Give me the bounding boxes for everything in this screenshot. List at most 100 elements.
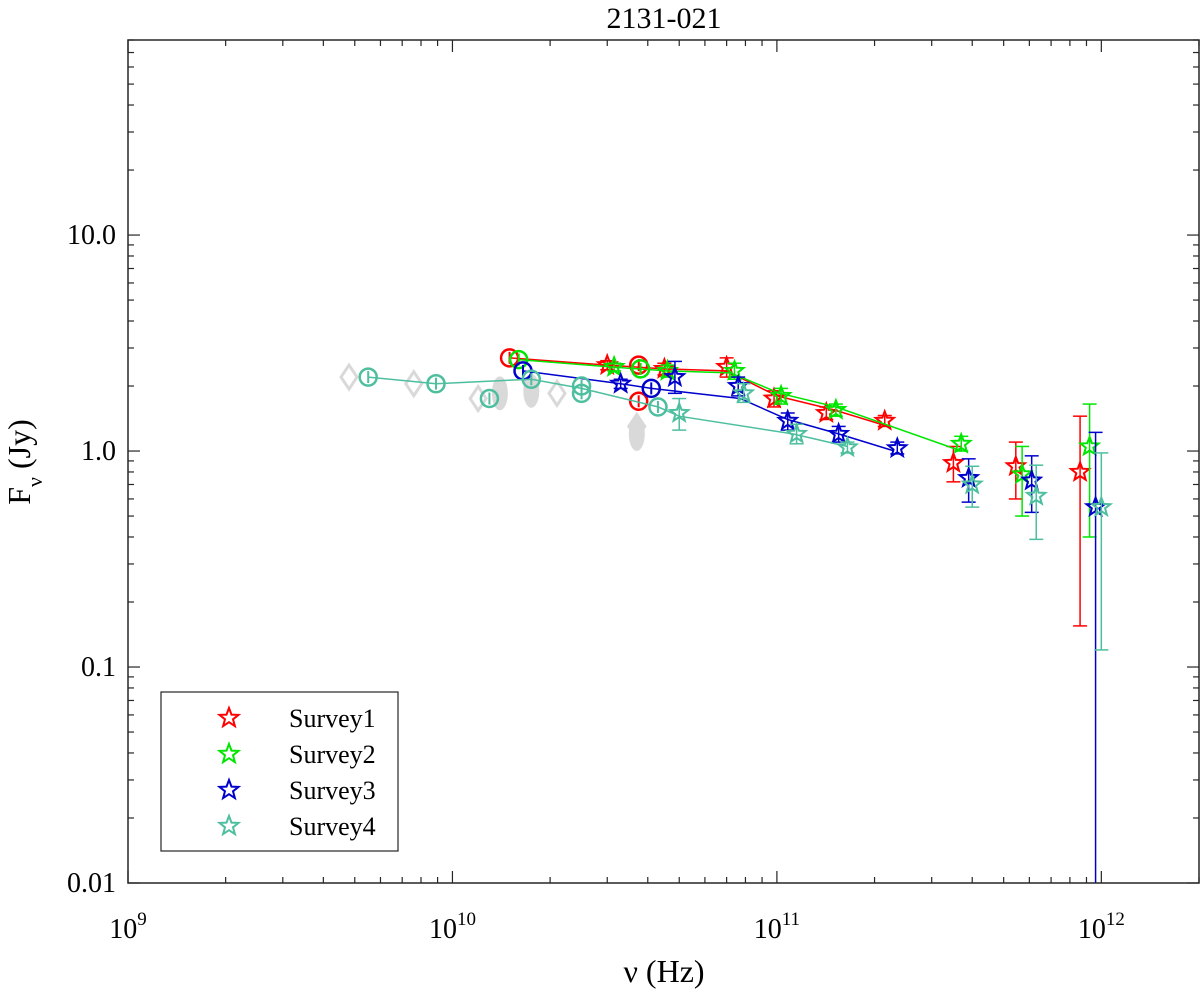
star-marker xyxy=(784,421,809,444)
x-tick-exponent: 12 xyxy=(1106,909,1125,930)
circle-point xyxy=(571,383,592,404)
star-point xyxy=(608,371,633,394)
circle-marker xyxy=(358,367,378,387)
star-point xyxy=(776,408,800,431)
star-point xyxy=(885,435,909,459)
y-tick-label: 0.01 xyxy=(67,868,116,899)
star-marker xyxy=(769,383,793,406)
y-axis-label: Fν (Jy) xyxy=(1,419,47,505)
x-tick-base: 10 xyxy=(109,914,137,945)
circle-point xyxy=(648,397,668,417)
star-marker xyxy=(826,421,851,444)
x-tick-exponent: 11 xyxy=(782,909,800,930)
legend-star-icon xyxy=(216,741,242,765)
circle-marker xyxy=(641,378,662,399)
legend-item-survey3: Survey3 xyxy=(216,776,376,805)
x-axis-label: ν (Hz) xyxy=(623,953,704,989)
star-marker xyxy=(667,400,692,424)
series-survey2 xyxy=(508,349,1102,538)
x-tick-label: 109 xyxy=(109,909,147,945)
y-tick-label: 0.1 xyxy=(81,652,116,683)
circle-point xyxy=(641,378,662,399)
series-line xyxy=(368,376,848,448)
y-tick-label: 10.0 xyxy=(67,220,116,251)
star-marker xyxy=(949,431,974,454)
x-tick-base: 10 xyxy=(1078,914,1106,945)
background-diamond xyxy=(339,362,359,392)
star-point xyxy=(731,380,756,404)
legend: Survey1 Survey2 Survey3 Survey4 xyxy=(160,691,399,852)
background-blob xyxy=(523,373,540,408)
y-axis-label-unit: (Jy) xyxy=(1,419,37,477)
star-marker xyxy=(824,397,848,420)
x-tick-exponent: 9 xyxy=(137,909,147,930)
legend-label: Survey1 xyxy=(289,704,376,733)
star-marker xyxy=(731,380,756,404)
star-point xyxy=(826,421,851,444)
circle-marker xyxy=(628,391,649,412)
star-point xyxy=(1024,464,1049,541)
background-diamond xyxy=(626,411,647,442)
circle-point xyxy=(358,367,378,387)
x-tick-label: 1010 xyxy=(429,909,476,945)
y-axis-label-sub: ν xyxy=(22,477,47,487)
star-marker xyxy=(885,435,909,459)
star-marker xyxy=(1019,468,1044,491)
legend-box xyxy=(160,691,399,852)
circle-point xyxy=(479,388,500,409)
background-diamond xyxy=(403,368,424,399)
star-point xyxy=(663,360,687,395)
star-point xyxy=(1089,452,1114,651)
series-line xyxy=(518,358,962,452)
legend-label: Survey2 xyxy=(289,740,376,769)
star-marker xyxy=(1024,483,1049,506)
legend-item-survey4: Survey4 xyxy=(216,812,376,841)
star-marker xyxy=(776,408,800,431)
y-tick-label: 1.0 xyxy=(81,436,116,467)
star-point xyxy=(835,435,860,458)
legend-star-icon xyxy=(216,777,242,801)
star-marker xyxy=(1089,494,1114,518)
x-tick-base: 10 xyxy=(429,914,457,945)
circle-marker xyxy=(630,359,651,379)
x-tick-label: 1012 xyxy=(1078,909,1125,945)
star-marker xyxy=(1077,434,1102,457)
legend-star-icon xyxy=(216,705,242,729)
legend-star-icon xyxy=(216,813,242,837)
legend-item-survey1: Survey1 xyxy=(216,704,376,733)
background-points xyxy=(339,362,647,451)
circle-point xyxy=(630,359,651,379)
chart-title: 2131-021 xyxy=(607,2,722,35)
series-survey4 xyxy=(358,367,1114,651)
x-tick-exponent: 10 xyxy=(457,909,476,930)
star-marker xyxy=(663,364,687,388)
x-tick-base: 10 xyxy=(754,914,782,945)
star-marker xyxy=(602,354,626,378)
circle-marker xyxy=(648,397,668,417)
star-point xyxy=(602,354,626,378)
legend-item-survey2: Survey2 xyxy=(216,740,376,769)
circle-point xyxy=(521,369,542,389)
star-point xyxy=(769,383,793,406)
circle-marker xyxy=(426,373,446,394)
star-marker xyxy=(960,472,985,495)
star-point xyxy=(784,421,809,445)
star-point xyxy=(667,397,692,431)
star-point xyxy=(1068,415,1092,627)
star-marker xyxy=(835,435,860,458)
star-marker xyxy=(1068,459,1092,483)
star-point xyxy=(824,397,848,420)
star-marker xyxy=(595,352,620,376)
series-survey3 xyxy=(513,360,1108,883)
circle-point xyxy=(628,391,649,412)
circle-marker xyxy=(508,349,529,370)
star-marker xyxy=(608,371,633,394)
background-diamond xyxy=(547,378,567,409)
background-diamond xyxy=(468,383,488,414)
star-point xyxy=(960,465,985,508)
circle-marker xyxy=(521,369,542,389)
circle-marker xyxy=(479,388,500,409)
x-tick-label: 1011 xyxy=(754,909,800,945)
